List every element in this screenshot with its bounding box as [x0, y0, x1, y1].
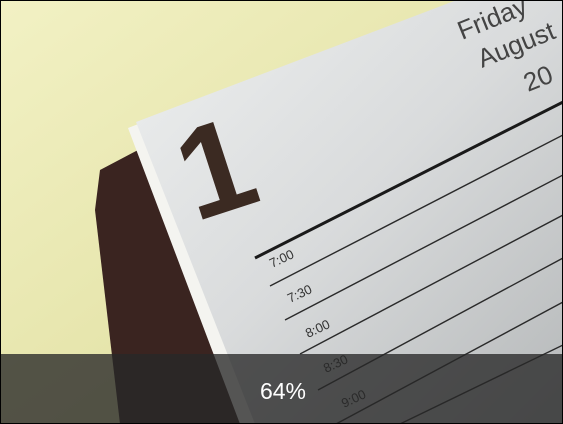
viewer: 1 Friday August 20 7:007:308:008:309:00 … — [0, 0, 563, 424]
page: 1 Friday August 20 7:007:308:008:309:00 … — [0, 0, 563, 424]
photo: 1 Friday August 20 7:007:308:008:309:00 … — [0, 0, 563, 424]
progress-label: 64% — [260, 378, 306, 404]
